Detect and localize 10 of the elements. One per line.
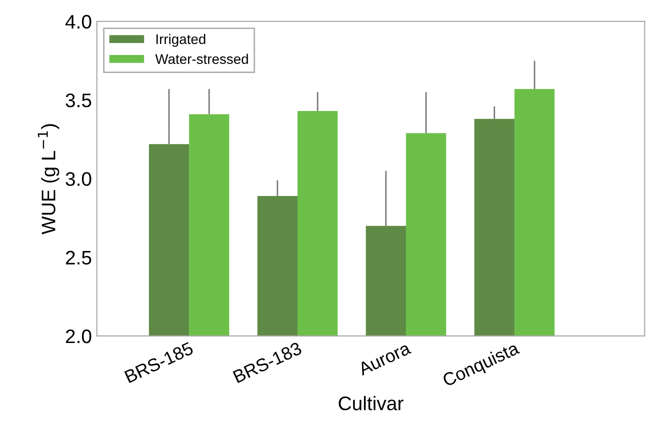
legend-label: Water-stressed [155, 54, 248, 64]
x-axis-title: Cultivar [338, 396, 404, 410]
legend-label: Irrigated [156, 34, 206, 47]
y-tick-label: 3.0 [66, 172, 92, 186]
y-tick-label: 2.0 [66, 329, 92, 344]
x-tick-label: Aurora [357, 341, 412, 376]
y-tick-label: 3.5 [66, 94, 92, 108]
y-axis-title: WUE (g L$^{−1}$) [38, 124, 60, 234]
y-tick-label: 2.5 [66, 250, 92, 265]
y-tick-label: 4.0 [65, 14, 92, 29]
